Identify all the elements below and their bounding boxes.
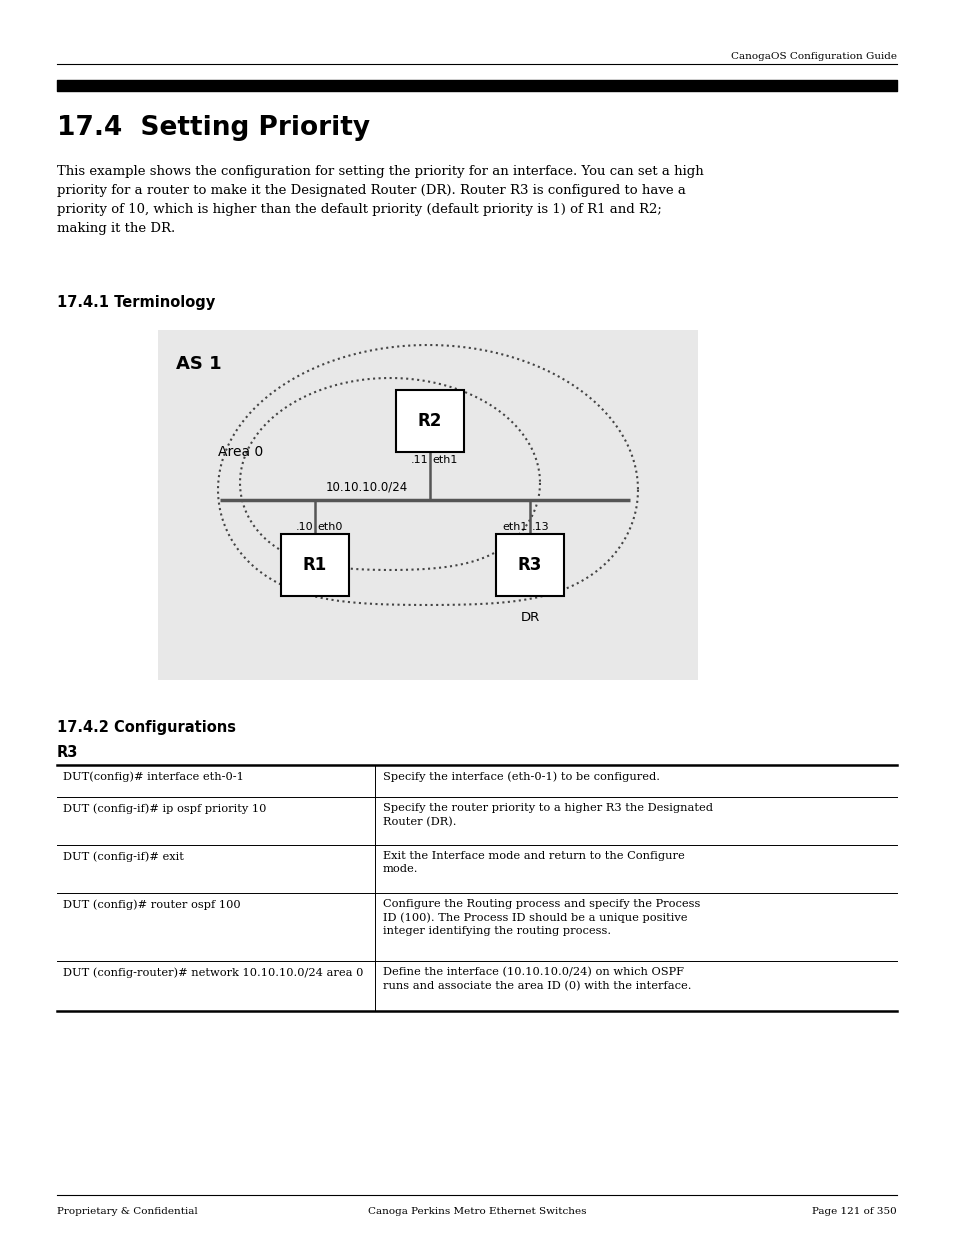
Text: Area 0: Area 0	[218, 445, 263, 459]
Text: ID (100). The Process ID should be a unique positive: ID (100). The Process ID should be a uni…	[382, 913, 687, 923]
Text: 17.4  Setting Priority: 17.4 Setting Priority	[57, 115, 370, 141]
Text: R1: R1	[302, 556, 327, 574]
Text: AS 1: AS 1	[175, 354, 221, 373]
Text: This example shows the configuration for setting the priority for an interface. : This example shows the configuration for…	[57, 165, 703, 178]
Text: 10.10.10.0/24: 10.10.10.0/24	[325, 480, 408, 494]
Bar	[395, 390, 463, 452]
Text: Specify the router priority to a higher R3 the Designated: Specify the router priority to a higher …	[382, 803, 712, 813]
Text: 17.4.1 Terminology: 17.4.1 Terminology	[57, 295, 215, 310]
Text: mode.: mode.	[382, 864, 418, 874]
Text: DR: DR	[519, 611, 539, 624]
Text: DUT (config-if)# ip ospf priority 10: DUT (config-if)# ip ospf priority 10	[63, 803, 266, 814]
Text: integer identifying the routing process.: integer identifying the routing process.	[382, 926, 611, 936]
Bar	[281, 534, 349, 597]
Text: eth1: eth1	[432, 454, 456, 466]
Text: CanogaOS Configuration Guide: CanogaOS Configuration Guide	[730, 52, 896, 61]
Text: DUT (config-router)# network 10.10.10.0/24 area 0: DUT (config-router)# network 10.10.10.0/…	[63, 967, 363, 978]
Text: R3: R3	[57, 745, 78, 760]
Text: Define the interface (10.10.10.0/24) on which OSPF: Define the interface (10.10.10.0/24) on …	[382, 967, 683, 977]
Text: DUT(config)# interface eth-0-1: DUT(config)# interface eth-0-1	[63, 771, 244, 782]
Text: priority for a router to make it the Designated Router (DR). Router R3 is config: priority for a router to make it the Des…	[57, 184, 685, 198]
Text: Configure the Routing process and specify the Process: Configure the Routing process and specif…	[382, 899, 700, 909]
Text: DUT (config)# router ospf 100: DUT (config)# router ospf 100	[63, 899, 240, 909]
Text: R2: R2	[417, 412, 442, 430]
Text: runs and associate the area ID (0) with the interface.: runs and associate the area ID (0) with …	[382, 981, 691, 990]
Text: Router (DR).: Router (DR).	[382, 816, 456, 826]
Text: DUT (config-if)# exit: DUT (config-if)# exit	[63, 851, 184, 862]
Text: 17.4.2 Configurations: 17.4.2 Configurations	[57, 720, 235, 735]
Text: eth0: eth0	[316, 522, 342, 532]
Text: priority of 10, which is higher than the default priority (default priority is 1: priority of 10, which is higher than the…	[57, 203, 661, 216]
Text: Proprietary & Confidential: Proprietary & Confidential	[57, 1207, 197, 1216]
Text: eth1: eth1	[502, 522, 527, 532]
Bar	[496, 534, 563, 597]
Bar	[158, 330, 698, 680]
Text: .13: .13	[532, 522, 549, 532]
Text: .11: .11	[410, 454, 428, 466]
Text: Canoga Perkins Metro Ethernet Switches: Canoga Perkins Metro Ethernet Switches	[367, 1207, 586, 1216]
Text: Specify the interface (eth-0-1) to be configured.: Specify the interface (eth-0-1) to be co…	[382, 771, 659, 782]
Text: Exit the Interface mode and return to the Configure: Exit the Interface mode and return to th…	[382, 851, 684, 861]
Text: Page 121 of 350: Page 121 of 350	[811, 1207, 896, 1216]
Text: .10: .10	[295, 522, 313, 532]
Text: R3: R3	[517, 556, 541, 574]
Text: making it the DR.: making it the DR.	[57, 222, 175, 235]
